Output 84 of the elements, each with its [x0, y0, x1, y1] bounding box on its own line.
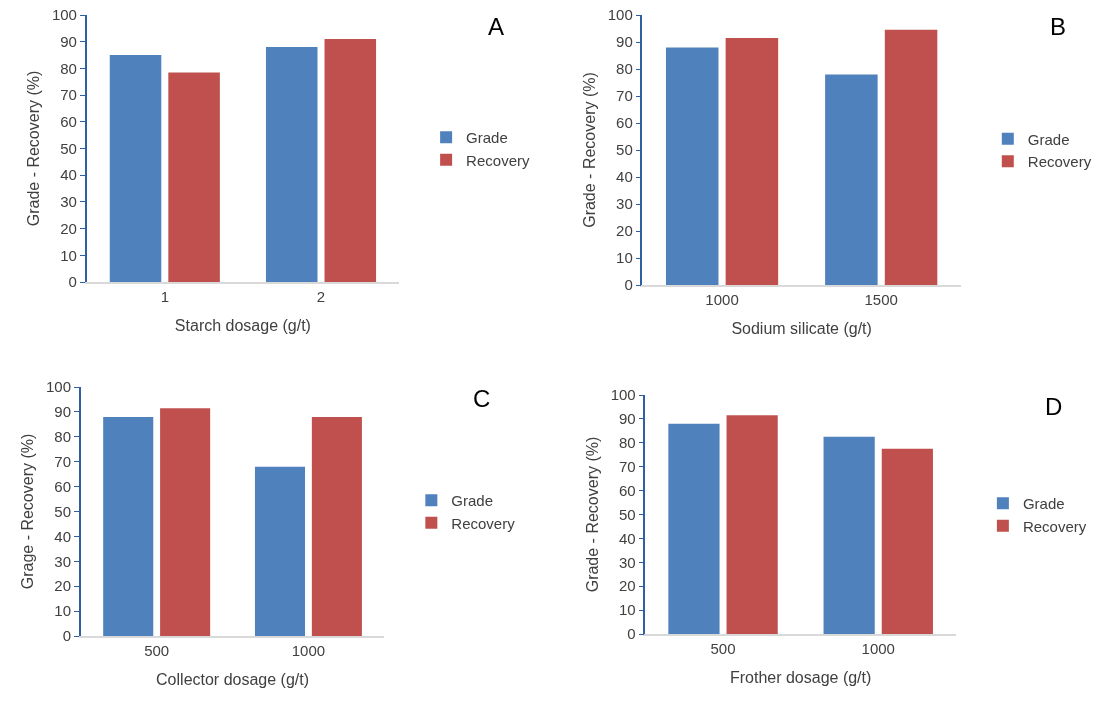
y-tick-label: 0: [68, 273, 77, 291]
y-tick-label: 70: [616, 87, 633, 105]
y-axis-title: Grade - Recovery (%): [584, 436, 602, 593]
y-tick-label: 70: [60, 86, 77, 104]
legend-label: Recovery: [466, 151, 530, 169]
y-tick-label: 30: [54, 552, 72, 570]
y-tick-label: 50: [54, 502, 72, 520]
x-tick-label: 1000: [861, 639, 895, 657]
y-tick-label: 20: [619, 577, 636, 595]
x-tick-label: 1000: [291, 641, 326, 659]
bar: [160, 408, 211, 636]
y-tick-label: 60: [54, 477, 72, 495]
y-tick-label: 0: [624, 276, 633, 294]
x-tick-label: 1: [160, 287, 169, 305]
y-tick-label: 90: [619, 410, 636, 428]
y-tick-label: 80: [619, 434, 636, 452]
y-tick-label: 90: [54, 403, 72, 421]
legend-label: Recovery: [1022, 517, 1087, 535]
legend-label: Grade: [451, 492, 494, 510]
y-tick-label: 0: [62, 627, 72, 645]
y-tick-label: 60: [619, 481, 636, 499]
y-tick-label: 80: [616, 60, 633, 78]
bar: [265, 47, 318, 282]
bar: [726, 415, 778, 634]
bar: [254, 466, 306, 636]
y-tick-label: 50: [619, 505, 636, 523]
bar: [324, 39, 377, 282]
y-tick-label: 10: [60, 246, 77, 264]
y-tick-label: 90: [616, 33, 633, 51]
text: B: [1050, 13, 1067, 40]
y-tick-label: 60: [616, 114, 633, 132]
y-tick-label: 40: [54, 527, 72, 545]
y-tick-label: 10: [616, 249, 633, 267]
y-tick-label: 100: [610, 386, 636, 404]
x-axis-title: Starch dosage (g/t): [174, 316, 311, 334]
y-tick-label: 50: [60, 139, 77, 157]
x-axis-title: Collector dosage (g/t): [156, 670, 310, 688]
y-tick-label: 20: [616, 222, 633, 240]
y-tick-label: 30: [60, 193, 77, 211]
y-tick-label: 100: [51, 6, 77, 24]
bar: [168, 72, 220, 282]
y-tick-label: 90: [60, 32, 77, 50]
y-tick-label: 80: [54, 428, 72, 446]
legend-label: Grade: [1027, 130, 1070, 148]
y-tick-label: 70: [619, 457, 636, 475]
y-tick-label: 40: [60, 166, 77, 184]
y-tick-label: 10: [619, 601, 636, 619]
y-tick-label: 100: [607, 6, 633, 24]
bar: [668, 423, 720, 634]
legend-label: Grade: [466, 129, 508, 147]
legend-label: Grade: [1022, 495, 1065, 513]
x-tick-label: 1000: [705, 290, 739, 308]
y-tick-label: 80: [60, 59, 77, 77]
bar: [109, 55, 162, 282]
x-tick-label: 500: [710, 639, 736, 657]
text: A: [488, 13, 505, 40]
bar: [311, 416, 362, 636]
y-tick-label: 40: [616, 168, 633, 186]
bar: [103, 416, 154, 636]
y-tick-label: 60: [60, 113, 77, 131]
x-tick-label: 1500: [864, 290, 898, 308]
y-axis-title: Grage - Recovery (%): [19, 433, 37, 590]
bar: [823, 436, 875, 634]
y-tick-label: 30: [619, 553, 636, 571]
legend-label: Recovery: [451, 514, 516, 532]
x-tick-label: 2: [316, 287, 326, 305]
y-tick-label: 20: [60, 219, 77, 237]
y-tick-label: 10: [54, 602, 72, 620]
text: C: [473, 385, 491, 412]
y-tick-label: 50: [616, 141, 633, 159]
y-axis-title: Grade - Recovery (%): [581, 72, 599, 228]
y-axis-title: Grade - Recovery (%): [25, 70, 43, 227]
legend-label: Recovery: [1027, 153, 1092, 171]
y-tick-label: 20: [54, 577, 72, 595]
x-axis-title: Sodium silicate (g/t): [731, 319, 872, 337]
y-tick-label: 30: [616, 195, 633, 213]
x-axis-title: Frother dosage (g/t): [729, 668, 872, 686]
x-tick-label: 500: [144, 641, 170, 659]
text: D: [1045, 393, 1063, 420]
bar: [881, 448, 933, 634]
y-tick-label: 40: [619, 529, 636, 547]
y-tick-label: 70: [54, 452, 72, 470]
y-tick-label: 100: [46, 378, 72, 396]
y-tick-label: 0: [627, 625, 636, 643]
